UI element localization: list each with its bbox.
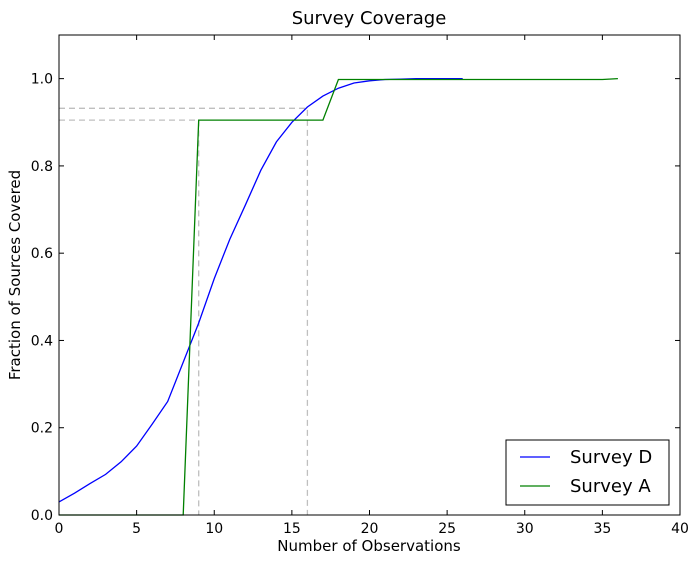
y-tick-label: 0.2 (31, 421, 53, 437)
legend: Survey D Survey A (505, 439, 670, 506)
x-axis-ticks: 0 5 10 15 20 25 30 35 40 (55, 35, 689, 537)
y-axis-ticks: 0.0 0.2 0.4 0.6 0.8 1.0 (31, 72, 680, 524)
plot-area (59, 35, 680, 515)
y-axis-label: Fraction of Sources Covered (6, 170, 24, 380)
y-tick-label: 0.4 (31, 333, 53, 349)
x-axis-label: Number of Observations (277, 537, 461, 555)
x-tick-label: 25 (438, 521, 456, 537)
reference-line-1 (59, 107, 309, 515)
chart-title: Survey Coverage (292, 8, 447, 29)
x-tick-label: 10 (205, 521, 223, 537)
x-tick-label: 30 (516, 521, 534, 537)
y-tick-label: 0.6 (31, 246, 53, 262)
x-tick-label: 5 (132, 521, 141, 537)
reference-line-0 (59, 119, 200, 515)
legend-label-survey-d: Survey D (570, 447, 652, 468)
x-tick-label: 35 (593, 521, 611, 537)
x-tick-label: 15 (283, 521, 301, 537)
x-tick-label: 20 (361, 521, 379, 537)
x-tick-label: 0 (55, 521, 64, 537)
y-tick-label: 1.0 (31, 72, 53, 88)
legend-box (505, 439, 670, 506)
reference-lines (59, 107, 309, 515)
y-tick-label: 0.8 (31, 159, 53, 175)
x-tick-label: 40 (671, 521, 689, 537)
legend-label-survey-a: Survey A (570, 476, 651, 497)
y-tick-label: 0.0 (31, 508, 53, 524)
